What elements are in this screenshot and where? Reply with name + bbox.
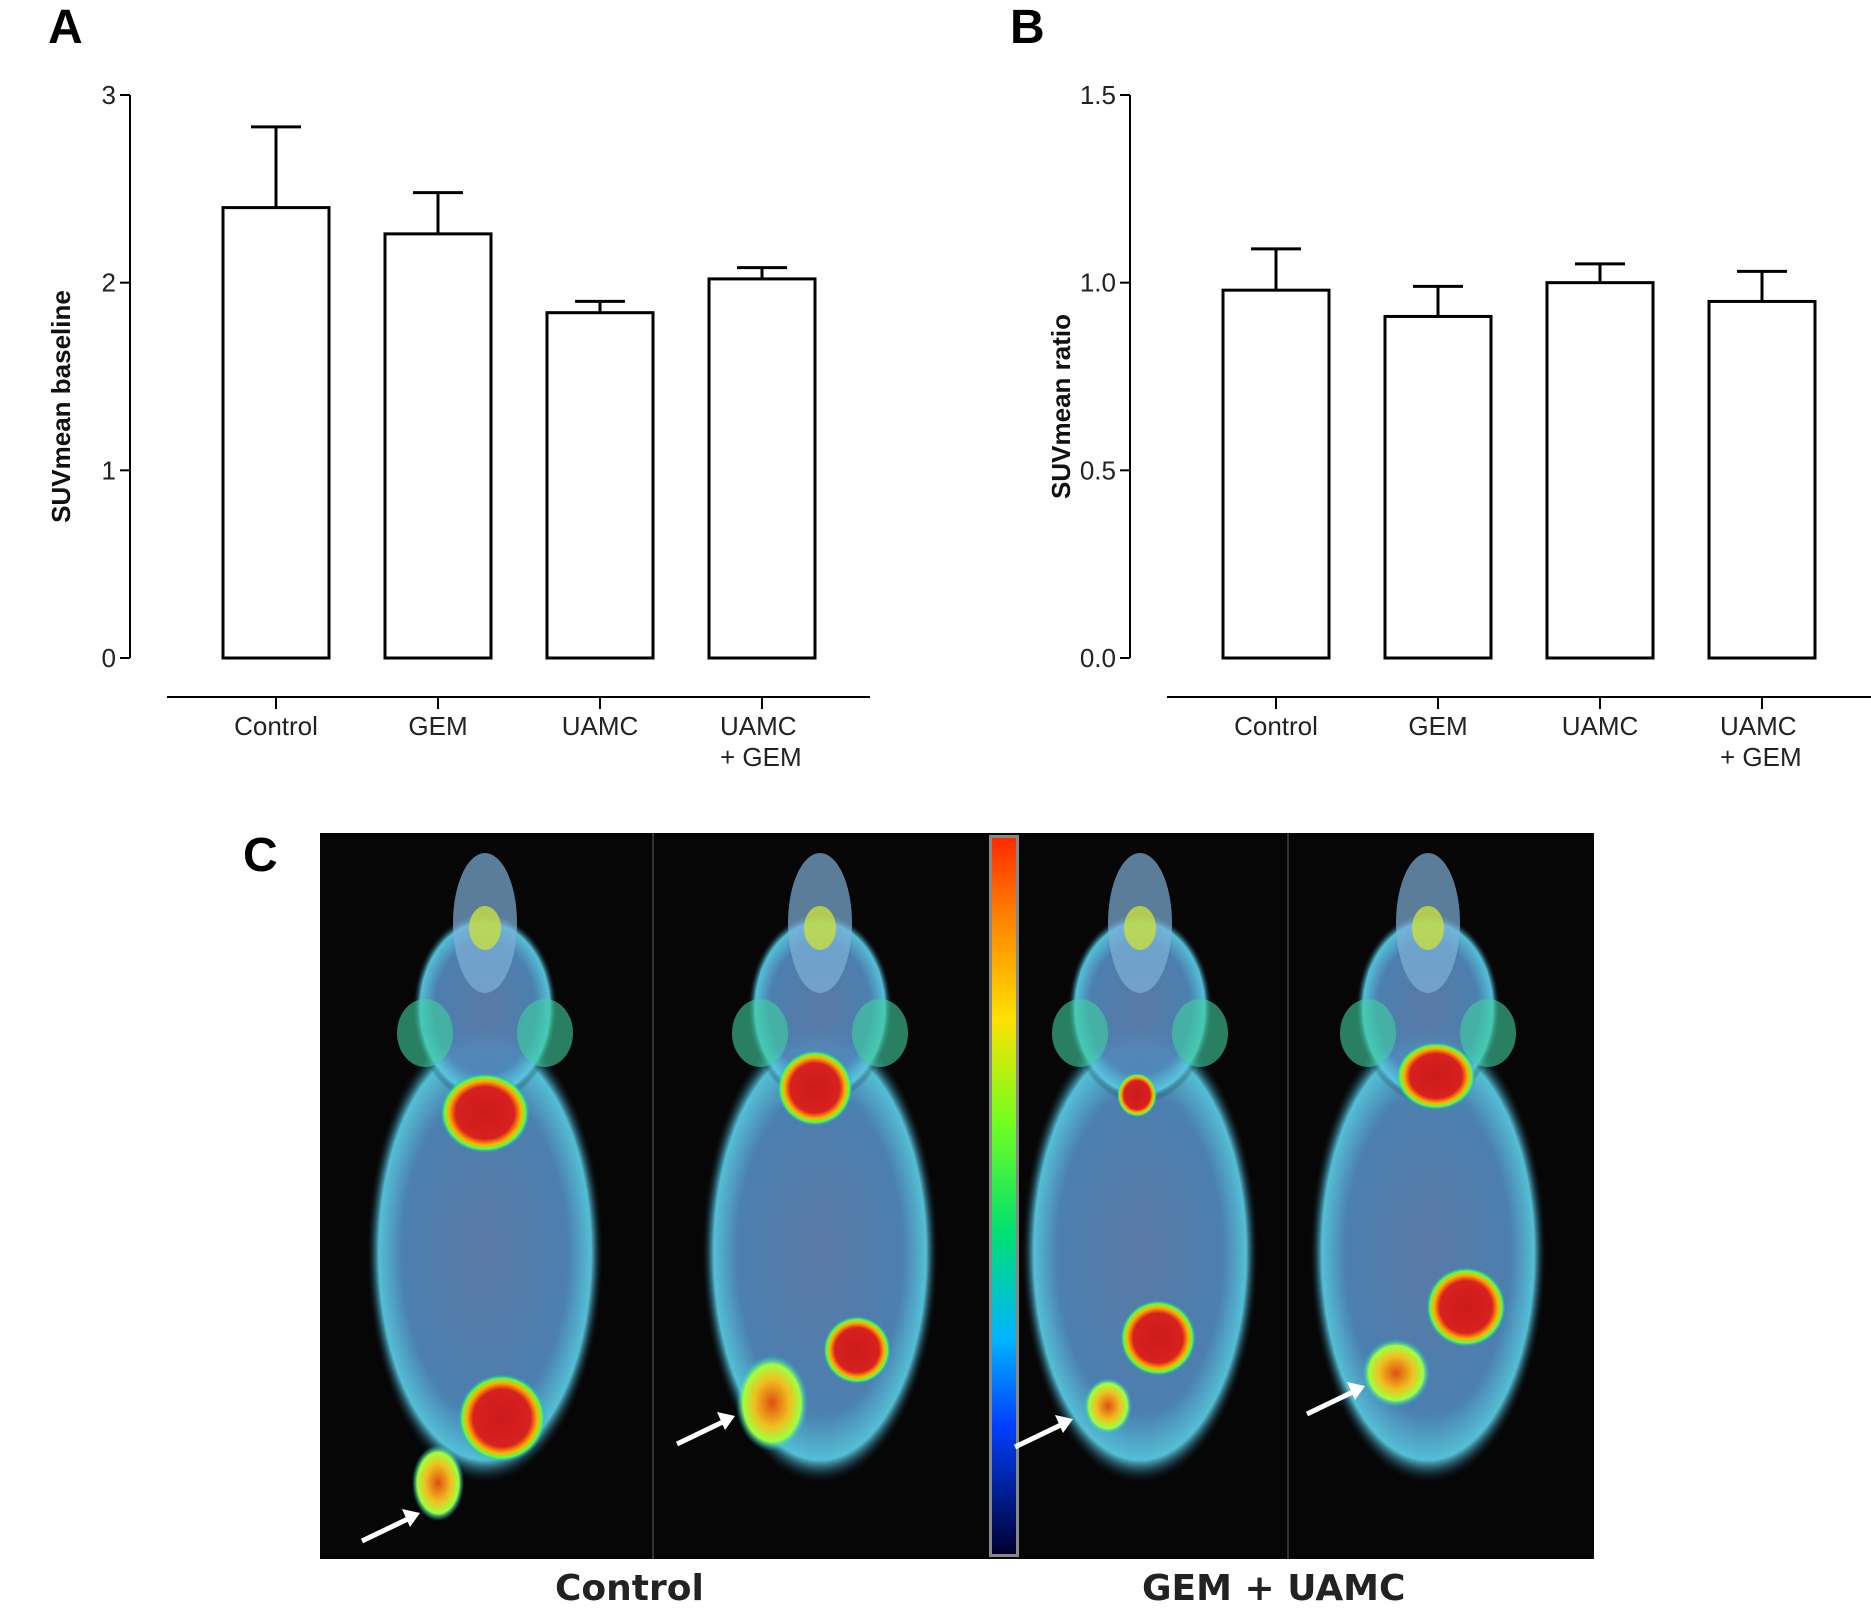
tumor-arrow xyxy=(1305,1387,1359,1417)
y-tick-label: 1.0 xyxy=(1080,268,1116,298)
x-tick-label: + GEM xyxy=(1720,742,1802,772)
chart-b: 0.0 0.5 1.0 1.5 SUVmean ratio Control GEM UAMC U… xyxy=(1046,80,1871,772)
x-tick-label: UAMC xyxy=(1562,711,1639,741)
bar xyxy=(221,206,331,660)
bladder-uptake xyxy=(1120,1300,1196,1376)
tumor-arrow-head xyxy=(717,1412,735,1430)
heart-uptake xyxy=(440,1073,530,1153)
tumor-uptake xyxy=(736,1355,808,1451)
panel-c-letter: C xyxy=(243,829,278,882)
panel-b-letter: B xyxy=(1010,1,1045,54)
pet-ct-image-panel xyxy=(320,833,1594,1559)
tumor-arrow-head xyxy=(1055,1415,1073,1433)
x-tick-label: UAMC xyxy=(720,711,797,741)
x-tick-label: + GEM xyxy=(720,742,802,772)
x-tick-label: GEM xyxy=(1408,711,1467,741)
heart-uptake xyxy=(1117,1073,1157,1117)
bar xyxy=(1383,314,1493,660)
y-tick-label: 3 xyxy=(102,80,116,110)
mouse-scan xyxy=(1305,853,1546,1483)
x-tick-label: GEM xyxy=(408,711,467,741)
tumor-arrow-head xyxy=(1347,1382,1365,1400)
caption-gem-uamc: GEM + UAMC xyxy=(1142,1568,1406,1609)
x-tick-label: UAMC xyxy=(562,711,639,741)
bar xyxy=(1221,288,1331,660)
y-axis-label: SUVmean ratio xyxy=(1046,314,1076,499)
y-tick-label: 0 xyxy=(102,643,116,673)
tumor-arrow-head xyxy=(402,1509,420,1527)
tumor-uptake xyxy=(412,1445,464,1521)
x-tick-label: UAMC xyxy=(1720,711,1797,741)
y-tick-label: 0.0 xyxy=(1080,643,1116,673)
x-tick-label: Control xyxy=(1234,711,1318,741)
tumor-arrow xyxy=(675,1417,729,1447)
mouse-scan xyxy=(1013,853,1258,1483)
mouse-scan xyxy=(675,853,938,1483)
bar xyxy=(545,311,655,660)
colorbar xyxy=(992,838,1016,1554)
tumor-uptake xyxy=(1362,1339,1430,1407)
y-tick-label: 2 xyxy=(102,268,116,298)
tumor-uptake xyxy=(1084,1378,1132,1434)
caption-control: Control xyxy=(555,1568,704,1609)
y-tick-label: 0.5 xyxy=(1080,455,1116,485)
x-tick-label: Control xyxy=(234,711,318,741)
bar xyxy=(1707,299,1817,660)
tumor-arrow xyxy=(1013,1420,1067,1450)
bar xyxy=(707,277,817,660)
y-tick-label: 1 xyxy=(102,455,116,485)
bladder-uptake xyxy=(458,1374,546,1462)
bladder-uptake xyxy=(823,1316,891,1384)
bar xyxy=(383,232,493,660)
heart-uptake xyxy=(777,1050,853,1126)
heart-uptake xyxy=(1396,1042,1476,1110)
mouse-scan xyxy=(360,853,603,1544)
bladder-uptake xyxy=(1426,1267,1506,1347)
pet-ct-images xyxy=(320,833,1594,1559)
tumor-arrow xyxy=(360,1514,414,1544)
y-axis-label: SUVmean baseline xyxy=(46,290,76,523)
bar xyxy=(1545,281,1655,660)
y-tick-label: 1.5 xyxy=(1080,80,1116,110)
panel-a-letter: A xyxy=(48,1,83,54)
